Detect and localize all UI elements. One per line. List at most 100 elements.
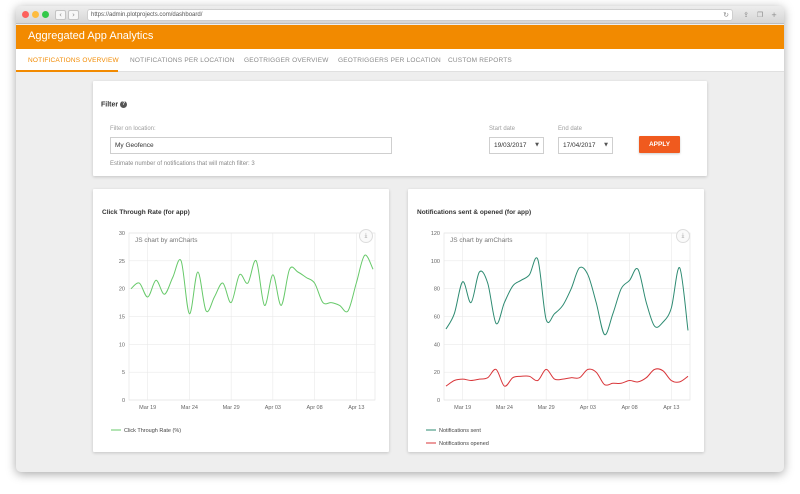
data-point	[189, 313, 190, 314]
ctr-chart: 0 5 10 15 20 25 30 Mar 19 Mar 24 Mar 29 Apr 03 Apr …	[111, 231, 376, 434]
data-point	[297, 271, 298, 272]
data-point	[206, 310, 207, 311]
y-tick-label: 0	[122, 398, 125, 404]
browser-window: ‹ › https://admin.plotprojects.com/dashb…	[16, 6, 784, 472]
data-point	[306, 277, 307, 278]
data-point	[479, 379, 480, 380]
chart-watermark: JS chart by amCharts	[135, 237, 198, 244]
start-date-label: Start date	[489, 126, 516, 132]
tab-bar: NOTIFICATIONS OVERVIEW NOTIFICATIONS PER…	[16, 49, 784, 72]
x-tick-label: Apr 03	[580, 405, 596, 411]
tab-notifications-per-location[interactable]: NOTIFICATIONS PER LOCATION	[130, 57, 235, 64]
close-window-button[interactable]	[22, 11, 29, 18]
data-point	[537, 380, 538, 381]
end-date-value: 17/04/2017	[563, 142, 596, 149]
data-point	[331, 302, 332, 303]
data-point	[529, 274, 530, 275]
data-point	[687, 330, 688, 331]
data-point	[629, 380, 630, 381]
y-tick-label: 20	[119, 287, 125, 293]
x-tick-label: Mar 29	[223, 405, 240, 411]
data-point	[454, 380, 455, 381]
end-date-select[interactable]: 17/04/2017 ▼	[558, 137, 613, 154]
tab-notifications-overview[interactable]: NOTIFICATIONS OVERVIEW	[28, 57, 119, 64]
data-point	[470, 380, 471, 381]
x-tick-label: Apr 08	[621, 405, 637, 411]
tab-custom-reports[interactable]: CUSTOM REPORTS	[448, 57, 512, 64]
data-point	[231, 302, 232, 303]
data-point	[214, 296, 215, 297]
x-tick-label: Mar 29	[538, 405, 555, 411]
y-tick-label: 10	[119, 342, 125, 348]
download-icon[interactable]: ⤓	[359, 229, 373, 243]
tabs-icon[interactable]: ❐	[756, 11, 764, 19]
series-line	[445, 368, 689, 387]
data-point	[637, 269, 638, 270]
maximize-window-button[interactable]	[42, 11, 49, 18]
apply-button[interactable]: APPLY	[639, 136, 680, 153]
app-bar: Aggregated App Analytics	[16, 25, 784, 49]
download-icon[interactable]: ⤓	[676, 229, 690, 243]
data-point	[139, 283, 140, 284]
browser-toolbar: ‹ › https://admin.plotprojects.com/dashb…	[16, 6, 784, 24]
data-point	[546, 369, 547, 370]
series-line	[445, 257, 689, 336]
data-point	[470, 302, 471, 303]
app-title: Aggregated App Analytics	[28, 30, 154, 42]
forward-button[interactable]: ›	[68, 10, 79, 20]
data-point	[546, 319, 547, 320]
share-icon[interactable]: ⇪	[743, 11, 749, 19]
data-point	[504, 385, 505, 386]
data-point	[646, 302, 647, 303]
data-point	[646, 377, 647, 378]
data-point	[372, 269, 373, 270]
start-date-select[interactable]: 19/03/2017 ▼	[489, 137, 544, 154]
location-label: Filter on location:	[110, 126, 156, 132]
back-button[interactable]: ‹	[55, 10, 66, 20]
data-point	[621, 383, 622, 384]
add-tab-icon[interactable]: +	[771, 11, 777, 19]
data-point	[521, 280, 522, 281]
help-icon[interactable]: ?	[120, 101, 128, 108]
y-tick-label: 120	[431, 231, 440, 237]
data-point	[629, 280, 630, 281]
x-tick-label: Mar 19	[139, 405, 156, 411]
y-tick-label: 5	[122, 370, 125, 376]
address-bar[interactable]: https://admin.plotprojects.com/dashboard…	[87, 9, 733, 21]
data-point	[130, 288, 131, 289]
data-point	[364, 255, 365, 256]
data-point	[164, 294, 165, 295]
chart-watermark: JS chart by amCharts	[450, 237, 513, 244]
y-tick-label: 15	[119, 315, 125, 321]
y-tick-label: 20	[434, 370, 440, 376]
data-point	[487, 377, 488, 378]
filter-title: Filter?	[101, 101, 128, 108]
notifications-chart-title: Notifications sent & opened (for app)	[417, 209, 532, 216]
data-point	[239, 274, 240, 275]
tab-geotrigger-overview[interactable]: GEOTRIGGER OVERVIEW	[244, 57, 329, 64]
data-point	[314, 283, 315, 284]
location-input[interactable]: My Geofence	[110, 137, 392, 154]
data-point	[281, 305, 282, 306]
notifications-chart: 0 20 40 60 80 100 120 Mar 19 Mar 24 Mar 29 Apr 03 A…	[426, 231, 691, 447]
data-point	[521, 376, 522, 377]
legend-label: Notifications opened	[439, 441, 489, 447]
data-point	[612, 383, 613, 384]
tab-geotriggers-per-location[interactable]: GEOTRIGGERS PER LOCATION	[338, 57, 441, 64]
url-text: https://admin.plotprojects.com/dashboard…	[91, 12, 203, 18]
data-point	[512, 285, 513, 286]
x-tick-label: Apr 13	[663, 405, 679, 411]
data-point	[671, 380, 672, 381]
caret-down-icon: ▼	[535, 142, 539, 148]
data-point	[462, 379, 463, 380]
data-point	[571, 377, 572, 378]
data-point	[272, 274, 273, 275]
data-point	[596, 372, 597, 373]
data-point	[264, 305, 265, 306]
notifications-chart-card: Notifications sent & opened (for app) 0 2…	[408, 189, 704, 452]
data-point	[604, 334, 605, 335]
x-tick-label: Apr 13	[348, 405, 364, 411]
reload-icon[interactable]: ↻	[723, 11, 729, 19]
minimize-window-button[interactable]	[32, 11, 39, 18]
data-point	[487, 283, 488, 284]
